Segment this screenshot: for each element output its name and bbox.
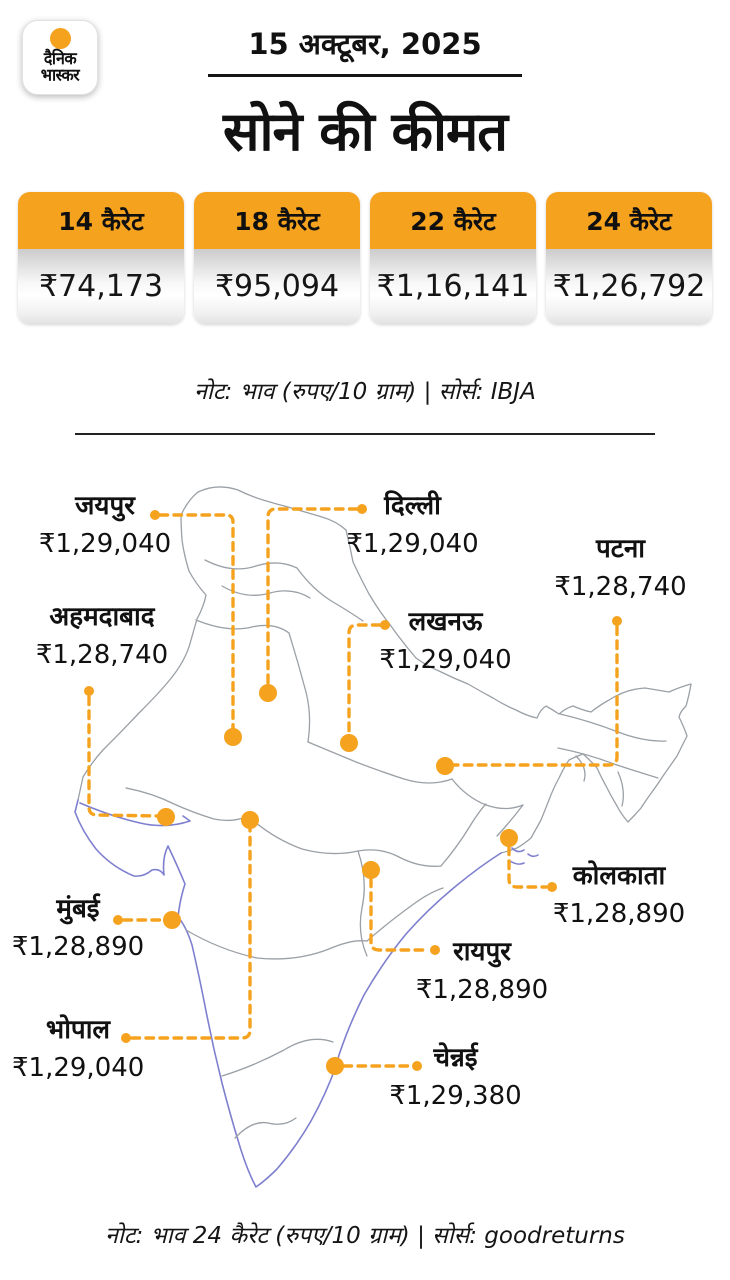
city-name: पटना	[595, 534, 646, 564]
card-14-label: 14 कैरेट	[58, 206, 144, 236]
city-name: कोलकाता	[572, 861, 666, 891]
leader-delhi	[266, 507, 359, 688]
leader-lucknow	[347, 623, 382, 738]
dot-ahmedabad	[157, 808, 175, 826]
dot-kolkata	[500, 829, 518, 847]
city-price: ₹1,29,040	[12, 1053, 145, 1083]
logo-line2: भास्कर	[40, 65, 80, 86]
leader-bhopal	[130, 826, 252, 1040]
city-label-kolkata: कोलकाता ₹1,28,890	[548, 860, 690, 930]
leader-kolkata	[507, 845, 548, 889]
ganges-delta	[509, 847, 539, 865]
card-22-price: ₹1,16,141	[376, 269, 530, 304]
card-22-karat: 22 कैरेट ₹1,16,141	[370, 192, 536, 324]
city-price: ₹1,28,890	[11, 932, 145, 962]
city-name: लखनऊ	[408, 607, 483, 637]
logo-line1: दैनिक	[43, 48, 77, 69]
city-price: ₹1,29,380	[389, 1081, 522, 1111]
city-label-mumbai: मुंबई ₹1,28,890	[8, 893, 148, 963]
city-label-ahmedabad: अहमदाबाद ₹1,28,740	[18, 601, 186, 671]
top-note: नोट: भाव (रुपए/10 ग्राम) | सोर्स: IBJA	[194, 379, 536, 405]
city-name: रायपुर	[453, 937, 511, 967]
dot-delhi	[259, 684, 277, 702]
card-18-price: ₹95,094	[214, 269, 340, 304]
card-18-label: 18 कैरेट	[234, 206, 320, 236]
city-name: भोपाल	[45, 1015, 111, 1045]
city-price: ₹1,28,890	[415, 975, 549, 1005]
card-22-label: 22 कैरेट	[410, 206, 496, 236]
city-price: ₹1,28,890	[552, 899, 686, 929]
page-title: सोने की कीमत	[222, 100, 508, 163]
city-label-chennai: चेन्नई ₹1,29,380	[388, 1042, 523, 1112]
city-price: ₹1,28,740	[35, 640, 169, 670]
card-24-price: ₹1,26,792	[552, 269, 706, 304]
city-label-jaipur: जयपुर ₹1,29,040	[30, 490, 180, 560]
gulf-of-kutch	[79, 802, 191, 827]
dot-raipur	[362, 861, 380, 879]
city-price: ₹1,29,040	[346, 529, 479, 559]
karat-cards-row: 14 कैरेट ₹74,173 18 कैरेट ₹95,094 22 कैर…	[0, 192, 730, 324]
dot-chennai	[326, 1057, 344, 1075]
city-label-lucknow: लखनऊ ₹1,29,040	[378, 606, 513, 676]
city-name: अहमदाबाद	[49, 602, 155, 632]
bottom-note: नोट: भाव 24 कैरेट (रुपए/10 ग्राम) | सोर्…	[105, 1223, 625, 1249]
card-18-karat: 18 कैरेट ₹95,094	[194, 192, 360, 324]
dot-mumbai	[163, 911, 181, 929]
city-name: मुंबई	[56, 894, 100, 924]
dot-patna	[436, 757, 454, 775]
card-24-label: 24 कैरेट	[586, 206, 672, 236]
sun-dot-icon	[49, 28, 71, 49]
date-wrap: 15 अक्टूबर, 2025	[0, 0, 730, 77]
city-name: चेन्नई	[433, 1043, 478, 1073]
city-price: ₹1,29,040	[379, 645, 512, 675]
dot-lucknow	[340, 734, 358, 752]
logo-text: दैनिक भास्कर	[40, 48, 80, 86]
dot-jaipur	[224, 728, 242, 746]
city-price: ₹1,29,040	[38, 529, 172, 559]
dot-bhopal	[241, 811, 259, 829]
city-label-bhopal: भोपाल ₹1,29,040	[12, 1014, 144, 1084]
card-14-karat: 14 कैरेट ₹74,173	[18, 192, 184, 324]
city-name: जयपुर	[75, 491, 135, 521]
card-24-karat: 24 कैरेट ₹1,26,792	[546, 192, 712, 324]
divider-line	[75, 433, 655, 435]
city-label-raipur: रायपुर ₹1,28,890	[412, 936, 552, 1006]
city-label-delhi: दिल्ली ₹1,29,040	[345, 490, 480, 560]
card-14-price: ₹74,173	[38, 269, 164, 304]
dainik-bhaskar-logo: दैनिक भास्कर	[22, 20, 98, 95]
date-label: 15 अक्टूबर, 2025	[208, 24, 522, 77]
leader-ahmedabad	[87, 695, 160, 818]
city-price: ₹1,28,740	[554, 572, 687, 602]
city-name: दिल्ली	[384, 491, 441, 521]
city-dots	[157, 684, 518, 1075]
city-label-patna: पटना ₹1,28,740	[548, 533, 693, 603]
